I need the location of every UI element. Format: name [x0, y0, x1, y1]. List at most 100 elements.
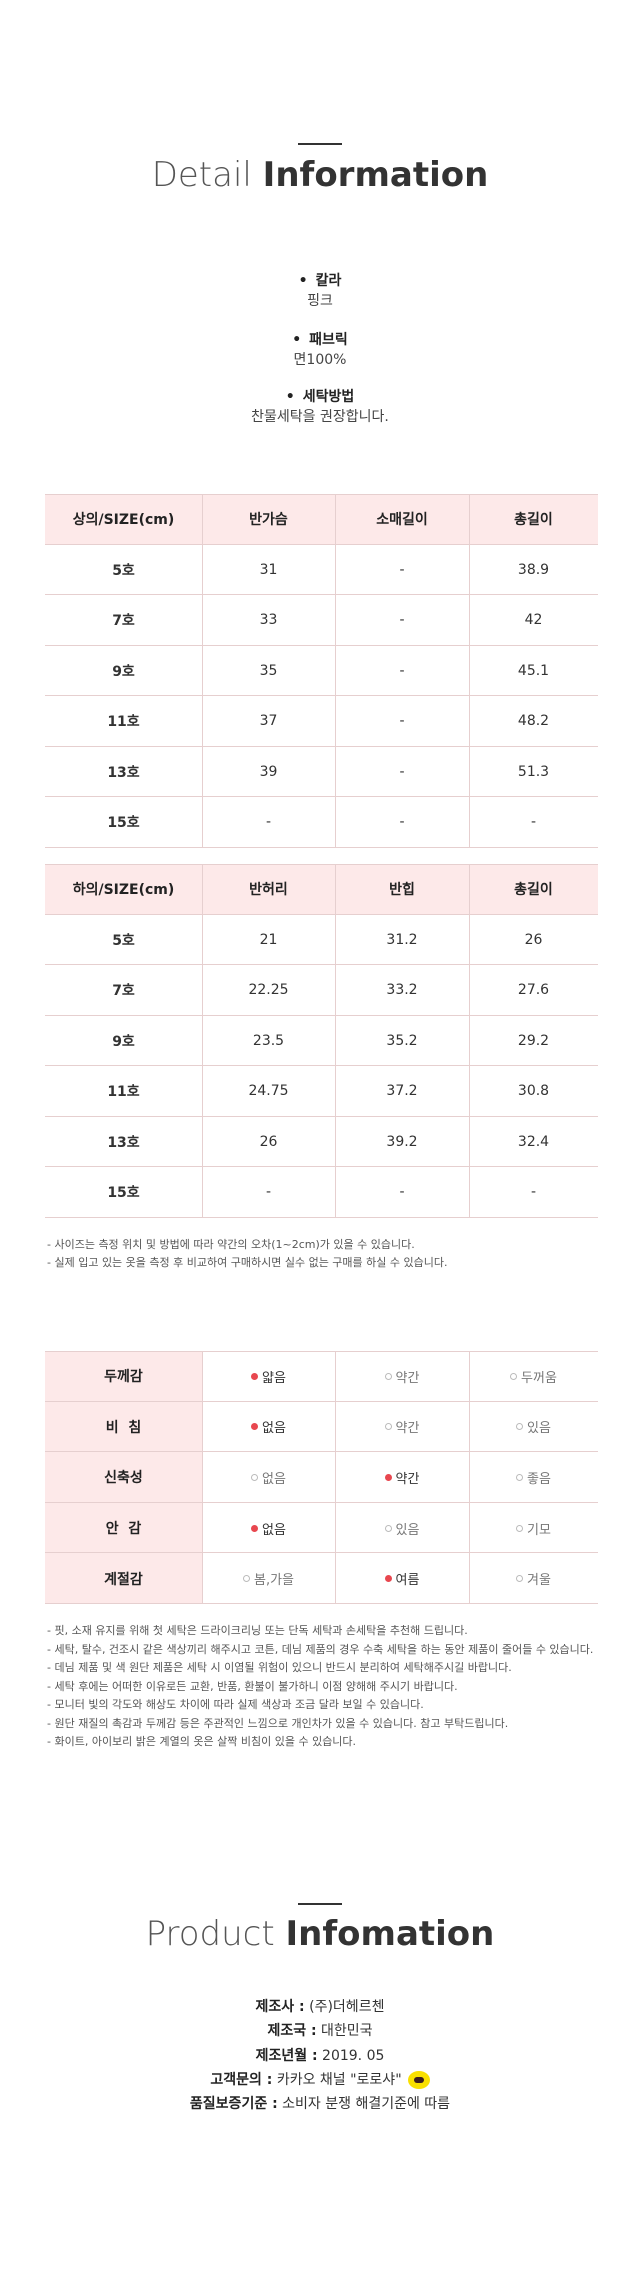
table-cell-bg: [45, 1351, 202, 1402]
table-cell: 32.4: [517, 1133, 550, 1150]
table-cell-bg: [469, 864, 598, 915]
product-label: 고객문의 :: [210, 2071, 273, 2088]
table-cell: 31: [259, 561, 278, 578]
divider: [298, 1903, 342, 1905]
table-cell-bg: [335, 1452, 469, 1503]
detail-value: 면100%: [293, 352, 347, 368]
table-header: 소매길이: [376, 512, 428, 529]
title-light: Detail: [151, 155, 252, 195]
table-cell-bg: [202, 797, 335, 848]
table-cell: 15호: [107, 815, 140, 832]
table-cell-bg: [45, 545, 202, 595]
product-title: Product Infomation: [0, 1914, 640, 1954]
table-cell: -: [265, 814, 272, 831]
table-cell: 5호: [112, 932, 135, 949]
feel-label: 안 감: [105, 1521, 142, 1538]
note: - 세탁, 탈수, 건조시 같은 색상끼리 해주시고 코튼, 데님 제품의 경우…: [47, 1642, 594, 1656]
table-cell: -: [530, 814, 537, 831]
table-cell-bg: [45, 1553, 202, 1604]
option-text: 약간: [395, 1370, 420, 1386]
bullet: •: [292, 332, 302, 348]
table-cell-bg: [202, 595, 335, 646]
table-cell: 23.5: [252, 1032, 285, 1049]
feel-option: 겨울: [469, 1553, 598, 1604]
note: - 모니터 빛의 각도와 해상도 차이에 따라 실제 색상과 조금 달라 보일 …: [47, 1698, 424, 1711]
table-cell: 35.2: [386, 1032, 418, 1049]
table-cell: 9호: [112, 1033, 135, 1050]
table-cell-bg: [202, 494, 335, 545]
table-cell-bg: [335, 696, 469, 747]
table-cell: 37: [259, 713, 278, 730]
table-cell-bg: [45, 915, 202, 965]
table-cell: -: [399, 763, 405, 780]
table-cell: 13호: [107, 1134, 140, 1151]
detail-value: 핑크: [307, 293, 333, 309]
table-cell-bg: [45, 646, 202, 696]
option-text: 없음: [262, 1522, 286, 1538]
table-cell: -: [530, 1184, 537, 1201]
table-cell: 38.9: [517, 561, 550, 578]
table-cell: -: [399, 561, 405, 578]
product-line: 제조국 : 대한민국: [0, 2020, 640, 2040]
feel-option: 여름: [335, 1553, 469, 1604]
feel-label: 계절감: [104, 1571, 143, 1588]
table-cell: 39: [259, 763, 278, 780]
table-cell-bg: [202, 1553, 335, 1604]
product-line: 제조사 : (주)더헤르첸: [0, 1996, 640, 2016]
feel-option: 약간: [335, 1351, 469, 1402]
title-bold: Infomation: [285, 1914, 495, 1954]
table-cell-bg: [335, 1502, 469, 1554]
table-cell-bg: [469, 595, 598, 646]
feel-option: 약간: [335, 1452, 469, 1503]
table-cell-bg: [202, 1066, 335, 1117]
table-cell: 26: [259, 1133, 278, 1150]
feel-option: 있음: [469, 1402, 598, 1453]
product-line: 품질보증기준 : 소비자 분쟁 해결기준에 따름: [0, 2093, 640, 2113]
table-cell: -: [399, 713, 405, 730]
table-cell-bg: [202, 1351, 335, 1402]
table-cell-bg: [45, 1066, 202, 1117]
table-cell-bg: [202, 696, 335, 747]
detail-label: • 패브릭: [0, 329, 640, 349]
option-text: 있음: [527, 1421, 551, 1437]
table-cell-bg: [335, 864, 469, 915]
table-cell-bg: [202, 645, 335, 696]
product-value: (주)더헤르첸: [309, 1999, 385, 2015]
detail-label: • 세탁방법: [0, 386, 640, 406]
table-cell-bg: [335, 595, 469, 646]
feel-option: 좋음: [469, 1452, 598, 1503]
table-cell-bg: [469, 1167, 598, 1218]
table-cell-bg: [202, 544, 335, 595]
table-cell-bg: [45, 595, 202, 646]
feel-label: 비 침: [105, 1419, 142, 1436]
unselected-dot: [510, 1372, 518, 1380]
option-text: 약간: [395, 1421, 420, 1437]
option-text: 얇음: [262, 1370, 286, 1386]
option-text: 없음: [262, 1421, 286, 1437]
table-cell-bg: [202, 1452, 335, 1503]
table-cell-bg: [335, 965, 469, 1016]
unselected-dot: [384, 1524, 392, 1532]
table-cell-bg: [469, 1351, 598, 1402]
table-cell: 27.6: [517, 982, 550, 999]
table-cell-bg: [45, 747, 202, 797]
table-cell-bg: [469, 965, 598, 1016]
unselected-dot: [242, 1575, 250, 1583]
table-cell-bg: [202, 1401, 335, 1453]
table-header: 총길이: [514, 512, 553, 529]
table-cell-bg: [202, 746, 335, 797]
table-header: 총길이: [514, 882, 553, 899]
kakao-icon: [407, 2070, 430, 2089]
product-label: 품질보증기준 :: [189, 2096, 278, 2113]
feel-option: 있음: [335, 1503, 469, 1554]
table-cell-bg: [335, 544, 469, 595]
selected-dot: [251, 1423, 259, 1431]
selected-dot: [384, 1575, 392, 1583]
feel-option: 없음: [202, 1402, 335, 1453]
table-cell-bg: [202, 864, 335, 915]
table-cell-bg: [45, 1117, 202, 1167]
selected-dot: [251, 1372, 259, 1380]
table-cell: 45.1: [517, 662, 550, 679]
table-cell-bg: [45, 1016, 202, 1066]
table-cell-bg: [335, 1351, 469, 1402]
